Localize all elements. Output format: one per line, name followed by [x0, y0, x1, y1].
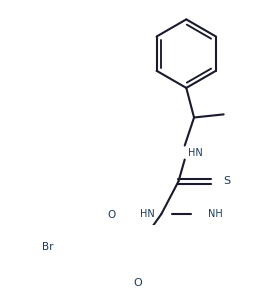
Text: HN: HN [188, 148, 203, 158]
Text: NH: NH [208, 209, 223, 219]
Text: HN: HN [140, 209, 155, 219]
Text: Br: Br [42, 242, 54, 252]
Text: O: O [134, 278, 142, 288]
Text: S: S [223, 176, 230, 186]
Text: O: O [107, 210, 115, 220]
